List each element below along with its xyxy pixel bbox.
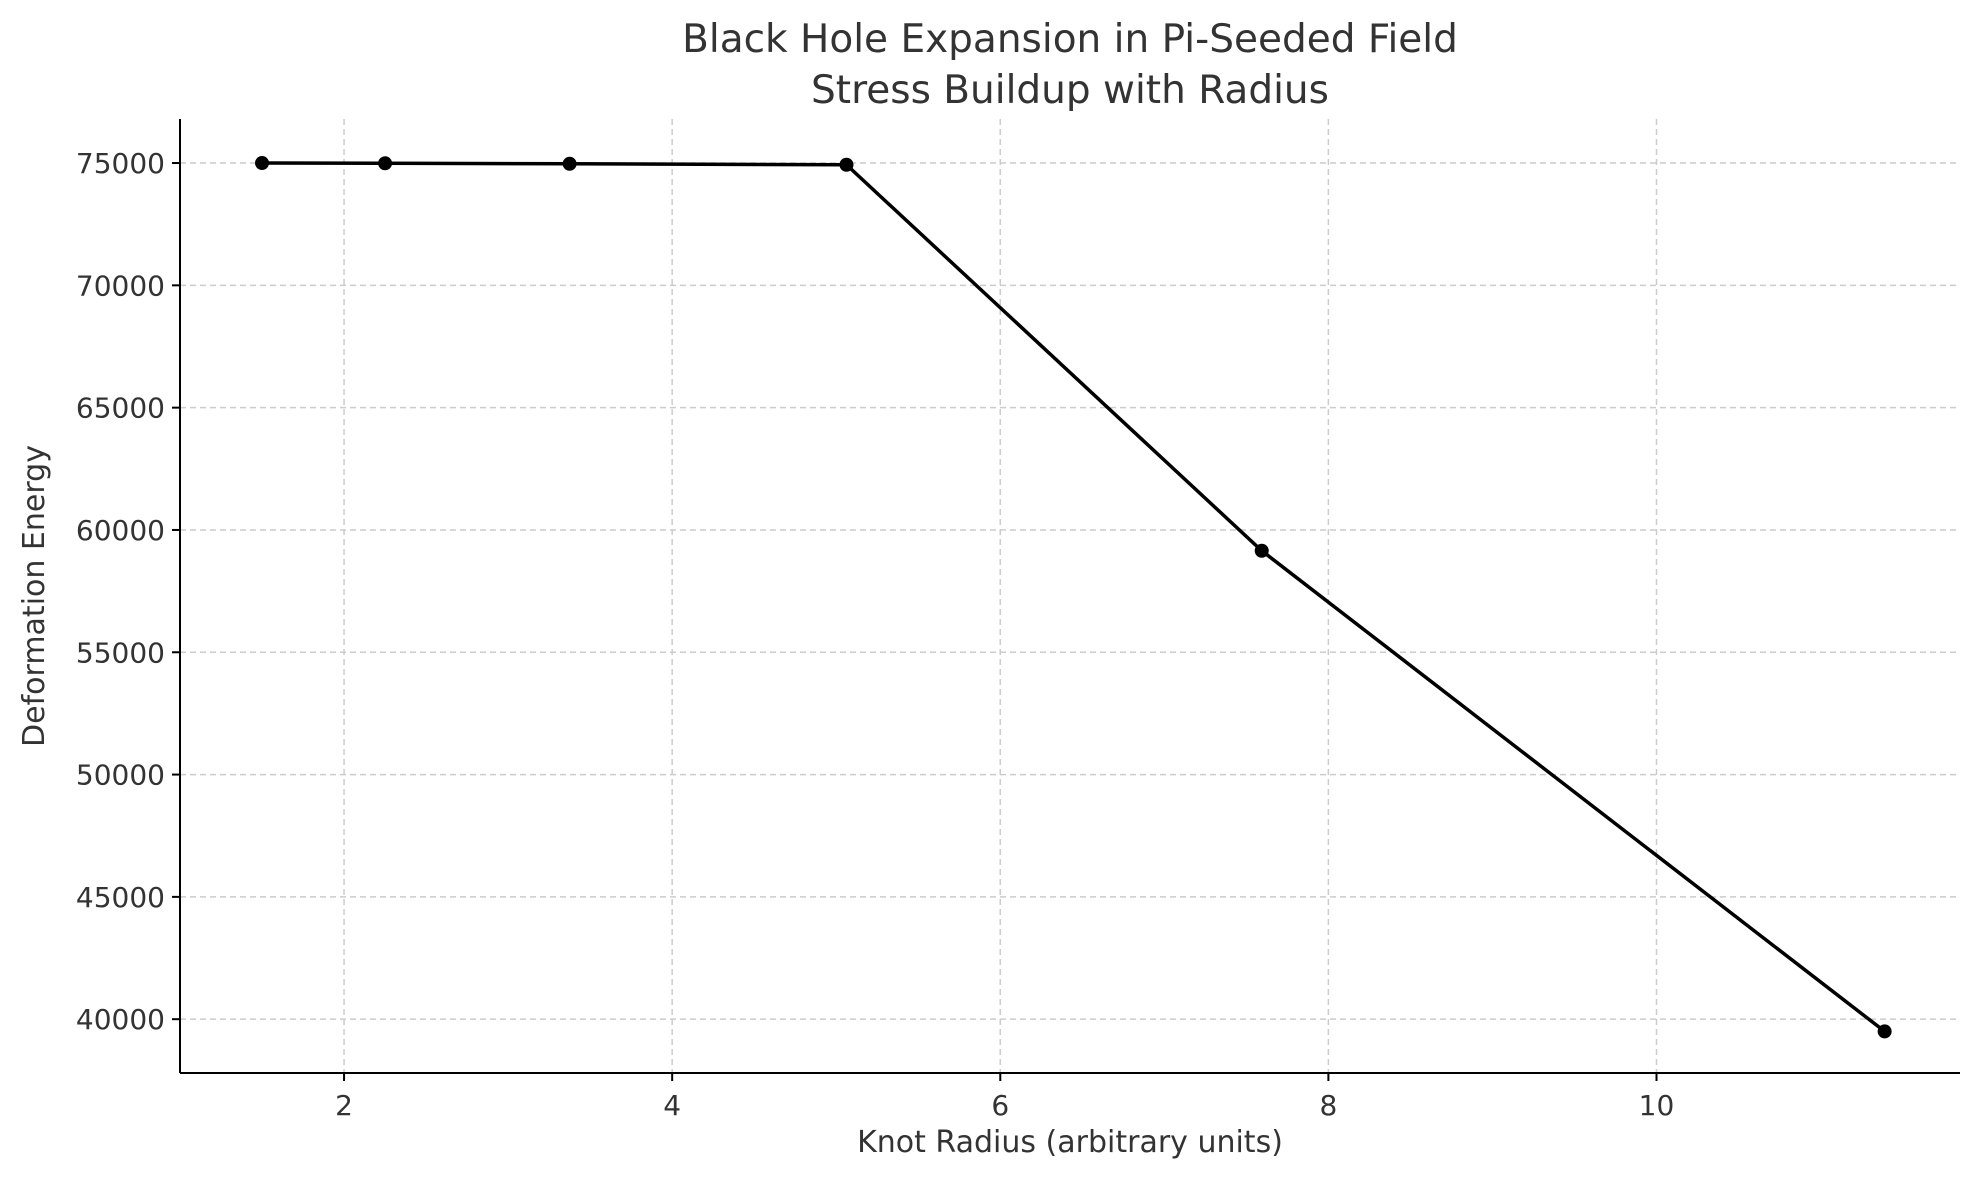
data-point	[378, 156, 393, 171]
x-tick-label: 6	[991, 1089, 1009, 1122]
x-axis-label: Knot Radius (arbitrary units)	[857, 1125, 1283, 1160]
y-tick-label: 45000	[76, 881, 165, 914]
data-point	[839, 157, 854, 172]
x-tick-label: 2	[335, 1089, 353, 1122]
chart-subtitle: Stress Buildup with Radius	[811, 68, 1329, 113]
x-tick-label: 8	[1319, 1089, 1337, 1122]
axis-ticks: 2 4 6 8 10 40000 45000 50000 55000 60000 65000 7000…	[76, 147, 1674, 1122]
grid	[180, 119, 1960, 1073]
chart-title: Black Hole Expansion in Pi-Seeded Field	[682, 17, 1458, 62]
y-tick-label: 55000	[76, 636, 165, 669]
y-tick-label: 75000	[76, 147, 165, 180]
x-tick-label: 4	[663, 1089, 681, 1122]
y-tick-label: 50000	[76, 759, 165, 792]
data-point	[255, 156, 270, 171]
y-tick-label: 40000	[76, 1003, 165, 1036]
series-line	[262, 161, 1886, 1033]
data-point	[1877, 1024, 1892, 1039]
data-point	[1254, 543, 1269, 558]
y-tick-label: 65000	[76, 392, 165, 425]
y-axis-label: Deformation Energy	[17, 445, 52, 747]
series-0	[255, 156, 1892, 1039]
y-tick-label: 70000	[76, 269, 165, 302]
data-point	[562, 156, 577, 171]
x-tick-label: 10	[1639, 1089, 1675, 1122]
y-tick-label: 60000	[76, 514, 165, 547]
